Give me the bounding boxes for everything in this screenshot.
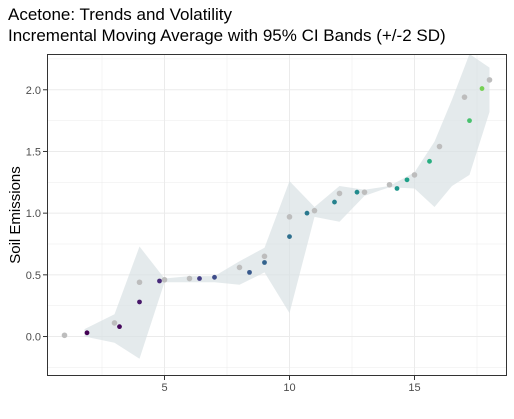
observed-point [84, 330, 90, 336]
observed-point [479, 86, 485, 91]
plot-border [47, 54, 507, 376]
moving-average-point [361, 189, 368, 195]
observed-point [262, 260, 267, 265]
x-tick-label: 15 [408, 382, 420, 394]
observed-point [427, 158, 432, 164]
observed-point [287, 234, 292, 239]
observed-point [467, 118, 472, 124]
observed-point [157, 278, 162, 284]
ci-band-layer [84, 54, 490, 359]
observed-point [212, 274, 217, 280]
moving-average-point [236, 264, 243, 271]
ci-band [84, 54, 490, 359]
moving-average-point [386, 181, 393, 188]
x-tick-label: 5 [161, 382, 167, 394]
y-axis-label: Soil Emissions [7, 166, 24, 264]
moving-average-point [311, 207, 318, 214]
moving-average-point [261, 253, 268, 260]
y-tick-label: 2.0 [26, 85, 41, 97]
moving-average-point [286, 214, 293, 220]
observed-point [332, 199, 337, 205]
observed-point [197, 276, 202, 281]
moving-average-point [61, 332, 68, 339]
moving-average-point [161, 276, 168, 283]
moving-average-point [136, 279, 143, 286]
y-tick-label: 1.0 [26, 208, 41, 220]
chart-subtitle: Incremental Moving Average with 95% CI B… [8, 26, 446, 45]
observed-point [247, 269, 252, 275]
chart-title: Acetone: Trends and Volatility [8, 5, 232, 24]
moving-average-point [461, 94, 468, 100]
moving-average-point [411, 172, 418, 178]
observed-point [354, 189, 360, 195]
moving-average-point [111, 320, 118, 326]
moving-average-point [186, 275, 193, 282]
moving-average-point [486, 77, 493, 83]
observed-point [394, 186, 400, 191]
observed-point [304, 210, 310, 216]
y-tick-label: 0.5 [26, 270, 41, 282]
observed-point [117, 324, 122, 330]
points-layer [61, 77, 493, 339]
moving-average-point [336, 190, 343, 197]
x-tick-label: 10 [283, 382, 295, 394]
observed-point [137, 299, 142, 305]
observed-point [404, 177, 410, 183]
axis-ticks: 5 10 15 0.0 0.5 1.0 1.5 2.0 [26, 85, 421, 394]
moving-average-point [436, 143, 443, 150]
y-tick-label: 1.5 [26, 146, 41, 158]
chart-title-block: Acetone: Trends and Volatility Increment… [8, 4, 446, 46]
y-tick-label: 0.0 [26, 332, 41, 344]
